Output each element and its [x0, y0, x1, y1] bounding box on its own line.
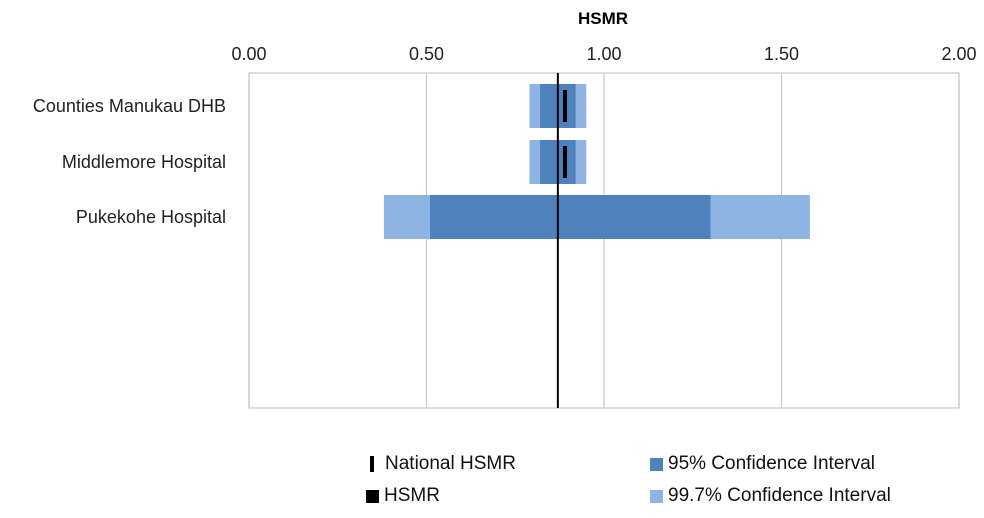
gridlines [248, 73, 960, 408]
x-tick-label: 1.50 [764, 44, 799, 64]
category-label: Pukekohe Hospital [76, 207, 226, 227]
x-tick-label: 0.00 [231, 44, 266, 64]
plot-area-border [248, 72, 960, 409]
category-label: Counties Manukau DHB [33, 96, 226, 116]
legend-label: National HSMR [385, 453, 516, 474]
bars [383, 84, 810, 239]
95-ci-swatch [650, 457, 663, 471]
ci-95-bar [430, 195, 711, 239]
hsmr-marker [562, 146, 567, 178]
legend-label: 95% Confidence Interval [668, 453, 876, 474]
category-label: Middlemore Hospital [62, 152, 226, 172]
y-axis-labels: Counties Manukau DHB Middlemore Hospital P… [33, 96, 226, 227]
hsmr-swatch [366, 489, 379, 503]
legend-item-99-7-ci: 99.7% Confidence Interval [650, 485, 891, 507]
x-tick-label: 2.00 [941, 44, 976, 64]
99-7-ci-swatch [650, 489, 663, 503]
national-hsmr-marker [370, 456, 374, 472]
hsmr-marker [562, 90, 567, 122]
legend-label: HSMR [384, 485, 440, 506]
chart-title: HSMR [578, 9, 628, 28]
legend-item-national-hsmr: National HSMR [366, 453, 516, 475]
legend-item-hsmr: HSMR [366, 485, 440, 507]
x-tick-label: 0.50 [409, 44, 444, 64]
legend-label: 99.7% Confidence Interval [668, 485, 891, 506]
x-tick-label: 1.00 [586, 44, 621, 64]
x-axis-ticks: 0.00 0.50 1.00 1.50 2.00 [231, 44, 976, 64]
legend-item-95-ci: 95% Confidence Interval [650, 453, 875, 475]
